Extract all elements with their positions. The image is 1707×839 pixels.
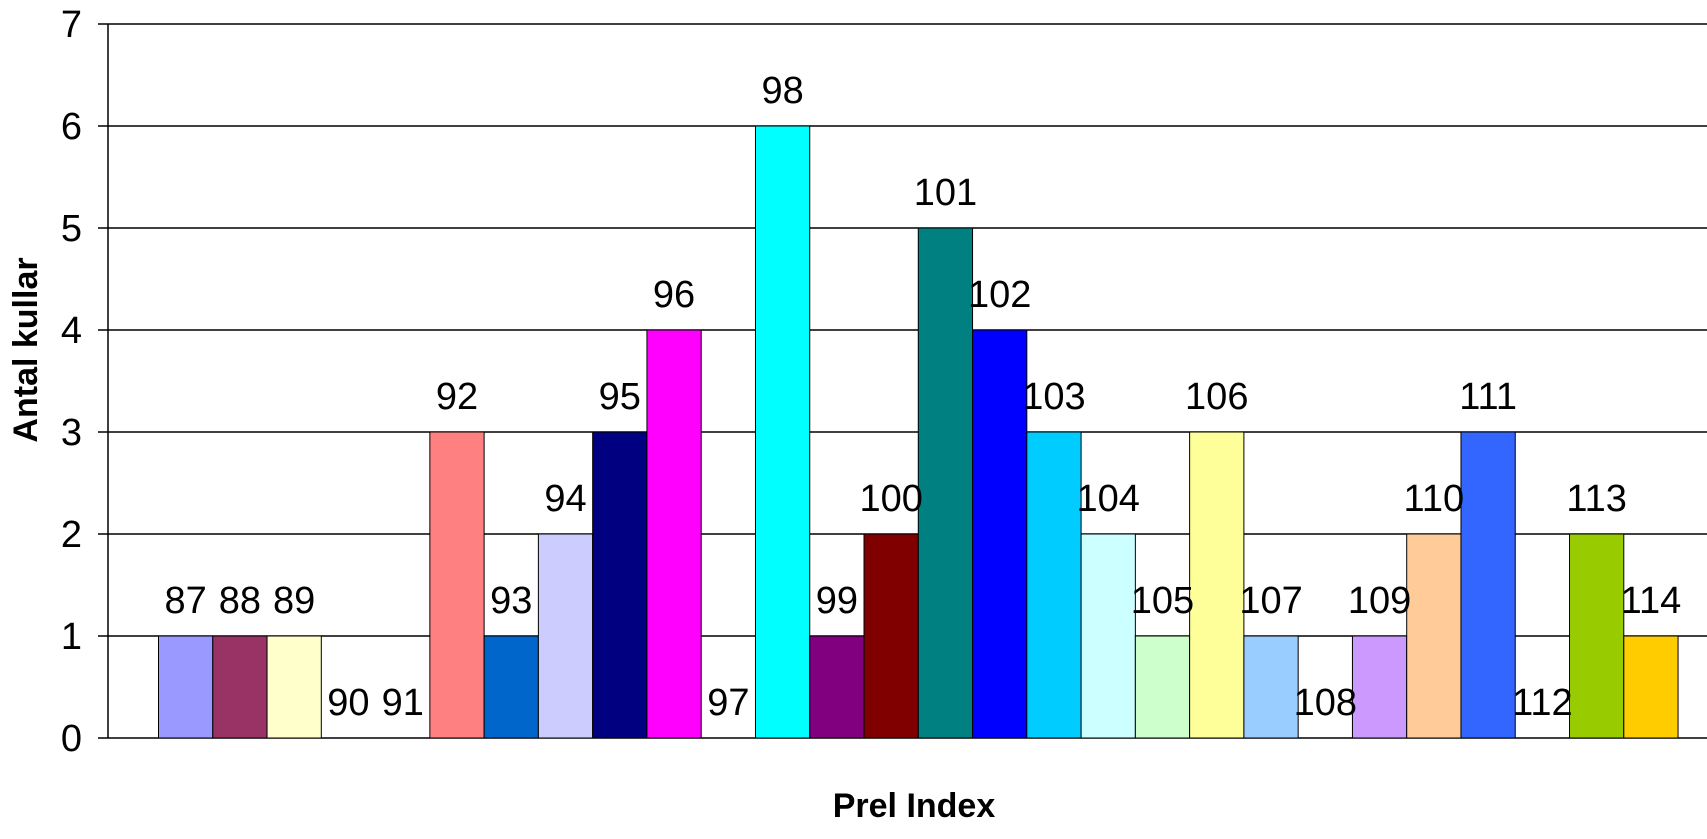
bar-107 [1243, 635, 1299, 739]
y-tick-label-1: 1 [61, 616, 82, 658]
bar-102 [972, 329, 1028, 739]
bar-111 [1460, 431, 1516, 739]
y-tick-label-4: 4 [61, 310, 82, 352]
bar-95 [592, 431, 648, 739]
data-label-113: 113 [1566, 478, 1627, 520]
data-label-106: 106 [1185, 376, 1248, 418]
bar-93 [483, 635, 539, 739]
data-label-103: 103 [1022, 376, 1085, 418]
bar-110 [1406, 533, 1462, 739]
bar-109 [1351, 635, 1408, 739]
bar-88 [212, 635, 268, 739]
bar-105 [1134, 635, 1191, 739]
bar-104 [1080, 533, 1136, 739]
data-labels: 87 88 89 90 91 92 93 94 95 96 97 98 99 100 101 102 103 10… [164, 70, 1681, 724]
bar-103 [1026, 431, 1082, 739]
y-tick-label-6: 6 [61, 106, 82, 148]
data-label-108: 108 [1294, 682, 1357, 724]
data-label-105: 105 [1131, 580, 1194, 622]
data-label-88: 88 [219, 580, 261, 622]
data-label-114: 114 [1621, 580, 1682, 622]
data-label-110: 110 [1404, 478, 1465, 520]
data-label-93: 93 [490, 580, 532, 622]
y-tick-label-2: 2 [61, 514, 82, 556]
bar-96 [646, 329, 702, 739]
bar-101 [917, 227, 974, 739]
data-label-97: 97 [707, 682, 749, 724]
data-label-101: 101 [914, 172, 977, 214]
data-label-92: 92 [436, 376, 478, 418]
bar-100 [863, 533, 919, 739]
data-label-95: 95 [599, 376, 641, 418]
data-label-87: 87 [164, 580, 206, 622]
data-label-111: 111 [1459, 376, 1517, 418]
data-label-96: 96 [653, 274, 695, 316]
data-label-91: 91 [382, 682, 424, 724]
data-label-90: 90 [327, 682, 369, 724]
data-label-99: 99 [816, 580, 858, 622]
bars [158, 125, 1679, 739]
y-tick-label-5: 5 [61, 208, 82, 250]
y-axis-title: Antal kullar [7, 257, 45, 442]
data-label-107: 107 [1239, 580, 1302, 622]
bar-98 [754, 125, 811, 739]
bar-99 [809, 635, 865, 739]
y-tick-label-7: 7 [61, 4, 82, 46]
bar-89 [266, 635, 322, 739]
bar-92 [429, 431, 485, 739]
bar-87 [158, 635, 214, 739]
data-label-100: 100 [859, 478, 922, 520]
bar-113 [1569, 533, 1625, 739]
data-label-104: 104 [1077, 478, 1140, 520]
data-label-94: 94 [544, 478, 586, 520]
data-label-98: 98 [761, 70, 803, 112]
data-label-89: 89 [273, 580, 315, 622]
bar-114 [1623, 635, 1679, 739]
bar-94 [537, 533, 594, 739]
data-label-102: 102 [968, 274, 1031, 316]
x-axis-title: Prel Index [833, 787, 996, 825]
data-label-112: 112 [1512, 682, 1573, 724]
bar-106 [1189, 431, 1245, 739]
y-tick-label-0: 0 [61, 718, 82, 760]
gridlines [108, 23, 1707, 637]
data-label-109: 109 [1348, 580, 1411, 622]
y-tick-label-3: 3 [61, 412, 82, 454]
